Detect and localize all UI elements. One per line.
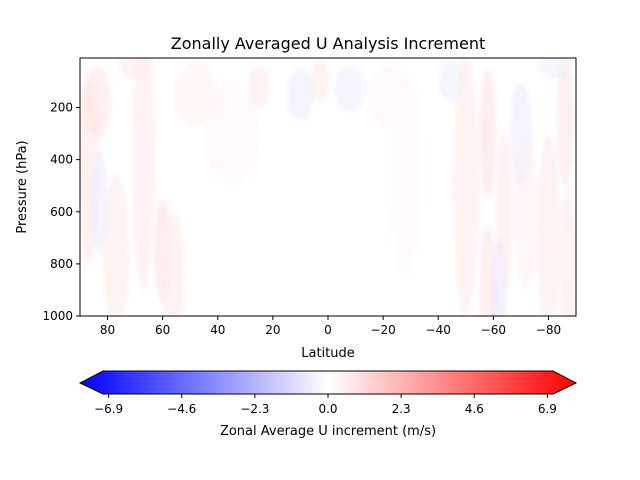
- chart-title: Zonally Averaged U Analysis Increment: [171, 34, 485, 53]
- y-axis-ticks: 200 400 600 800 1000: [42, 101, 80, 323]
- colorbar-tick-label: 0.0: [318, 402, 337, 416]
- x-axis-ticks: 80 60 40 20 0 −20 −40 −60 −80: [100, 316, 561, 337]
- heatmap-feature-22: [515, 133, 538, 290]
- colorbar-tick-label: −6.9: [94, 402, 123, 416]
- heatmap-feature-14: [388, 68, 422, 277]
- heatmap-feature-8: [204, 81, 260, 186]
- heatmap-feature-10: [286, 68, 315, 121]
- heatmap-feature-17: [479, 68, 497, 199]
- colorbar: [78, 370, 578, 395]
- heatmap-feature-11: [308, 60, 331, 103]
- colorbar-tick-label: −4.6: [167, 402, 196, 416]
- x-axis-label: Latitude: [301, 346, 355, 361]
- colorbar-tick-label: 2.3: [392, 402, 411, 416]
- heatmap-feature-25: [559, 185, 576, 316]
- y-tick-label: 1000: [42, 309, 73, 323]
- heatmap-feature-7: [173, 63, 218, 126]
- x-tick-label: 0: [324, 323, 332, 337]
- heatmap-feature-23: [537, 133, 560, 316]
- colorbar-tick-label: −2.3: [240, 402, 269, 416]
- heatmap-feature-26: [537, 58, 571, 79]
- heatmap-feature-27: [118, 58, 152, 79]
- colorbar-tick-label: 4.6: [465, 402, 484, 416]
- x-tick-label: 40: [210, 323, 225, 337]
- x-tick-label: −60: [481, 323, 506, 337]
- y-tick-label: 600: [50, 205, 73, 219]
- y-tick-label: 800: [50, 257, 73, 271]
- colorbar-tick-label: 6.9: [538, 402, 557, 416]
- x-tick-label: −20: [370, 323, 395, 337]
- x-tick-label: 80: [100, 323, 115, 337]
- y-axis-label: Pressure (hPa): [15, 140, 30, 233]
- heatmap-feature-12: [333, 65, 367, 113]
- heatmap-feature-16: [452, 58, 480, 316]
- heatmap-feature-3: [102, 172, 130, 316]
- y-tick-label: 400: [50, 153, 73, 167]
- colorbar-ticks: −6.9 −4.6 −2.3 0.0 2.3 4.6 6.9: [94, 394, 557, 416]
- colorbar-label: Zonal Average U increment (m/s): [220, 424, 436, 439]
- x-tick-label: 60: [155, 323, 170, 337]
- x-tick-label: −80: [536, 323, 561, 337]
- heatmap-feature-24: [556, 58, 574, 186]
- y-tick-label: 200: [50, 101, 73, 115]
- heatmap-feature-20: [496, 133, 513, 290]
- heatmap-field: [80, 58, 576, 316]
- heatmap-feature-6: [162, 211, 185, 316]
- x-tick-label: 20: [265, 323, 280, 337]
- heatmap-feature-4: [132, 58, 155, 290]
- heatmap-feature-9: [248, 65, 271, 108]
- x-tick-label: −40: [426, 323, 451, 337]
